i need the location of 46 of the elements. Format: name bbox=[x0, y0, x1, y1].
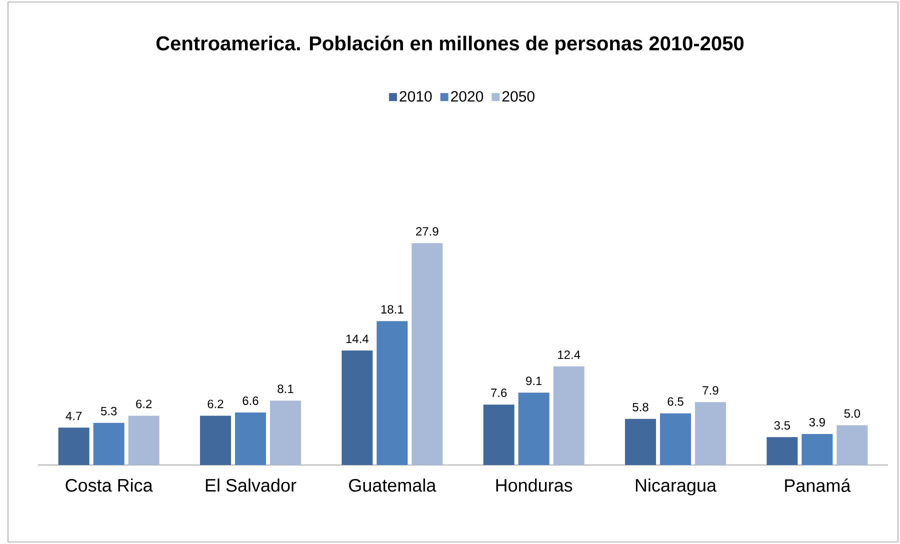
bar bbox=[802, 434, 833, 465]
data-label: 9.1 bbox=[526, 376, 542, 386]
bar bbox=[58, 428, 90, 465]
bar bbox=[518, 392, 550, 465]
chart-title: Centroamerica. Población en millones de personas 2010-2050 bbox=[156, 36, 744, 54]
legend-label: 2010 bbox=[400, 91, 432, 102]
data-label: 5.3 bbox=[100, 406, 117, 416]
bar bbox=[660, 413, 692, 465]
data-label: 18.1 bbox=[381, 305, 404, 314]
bar bbox=[625, 418, 656, 465]
bar bbox=[483, 404, 514, 465]
data-label: 6.2 bbox=[208, 400, 224, 408]
data-label: 4.7 bbox=[66, 412, 82, 420]
data-label: 5.0 bbox=[844, 409, 860, 418]
bar bbox=[270, 400, 301, 465]
data-label: 14.4 bbox=[346, 334, 368, 343]
data-label: 7.6 bbox=[491, 388, 507, 398]
data-label: 7.9 bbox=[702, 386, 718, 395]
x-tick-label: Costa Rica bbox=[66, 478, 153, 492]
bar bbox=[766, 437, 798, 465]
x-tick-label: Nicaragua bbox=[636, 478, 717, 496]
data-label: 5.8 bbox=[632, 402, 648, 412]
bar bbox=[553, 366, 584, 465]
data-label: 3.5 bbox=[774, 421, 790, 430]
bar bbox=[695, 402, 726, 465]
legend-label: 2050 bbox=[502, 91, 534, 102]
bar bbox=[128, 416, 160, 465]
data-label: 12.4 bbox=[558, 350, 580, 359]
bar bbox=[235, 412, 266, 465]
data-label: 6.2 bbox=[136, 400, 152, 408]
data-label: 27.9 bbox=[416, 227, 438, 236]
x-tick-label: El Salvador bbox=[206, 478, 296, 492]
legend-label: 2020 bbox=[451, 91, 484, 102]
data-label: 6.6 bbox=[242, 396, 258, 406]
bar bbox=[93, 422, 124, 465]
data-label: 6.5 bbox=[668, 397, 684, 406]
data-label: 3.9 bbox=[809, 418, 825, 426]
x-tick-label: Honduras bbox=[496, 478, 572, 492]
data-label: 8.1 bbox=[278, 384, 294, 394]
x-tick-label: Panamá bbox=[785, 478, 851, 492]
x-tick-label: Guatemala bbox=[349, 478, 436, 492]
bar bbox=[412, 243, 443, 465]
bar bbox=[342, 350, 373, 465]
bar bbox=[836, 425, 868, 465]
bar bbox=[376, 321, 408, 465]
bar bbox=[200, 416, 231, 465]
